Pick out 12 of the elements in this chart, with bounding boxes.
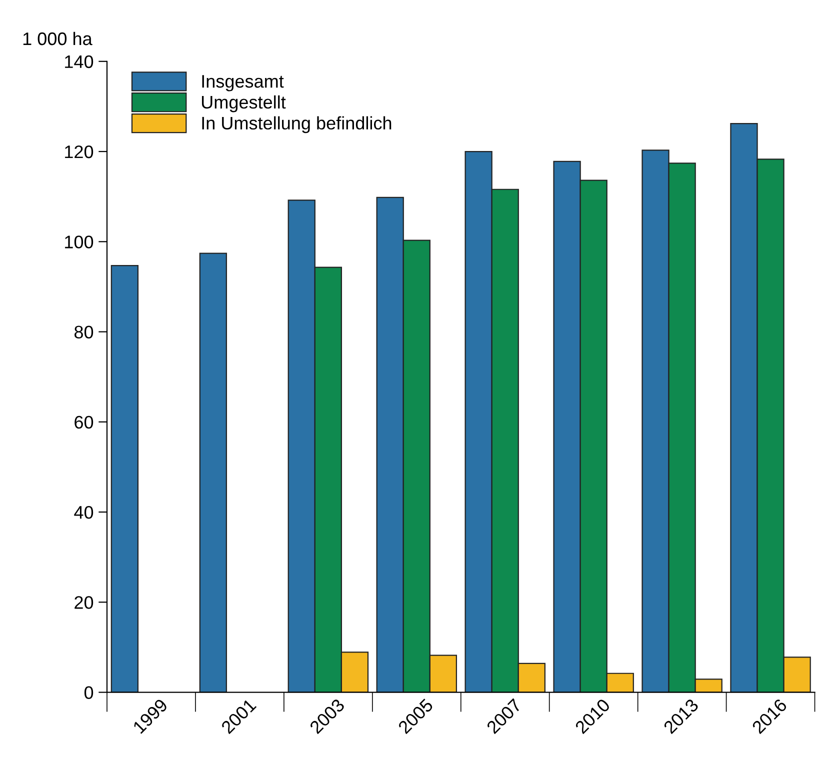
y-tick-label: 40 — [74, 506, 94, 519]
legend-label: Insgesamt — [202, 75, 284, 92]
y-tick-label: 100 — [65, 236, 94, 248]
y-tick-label: 140 — [65, 55, 94, 68]
y-tick-label: 120 — [65, 145, 94, 158]
y-tick-label: 80 — [74, 326, 94, 338]
y-tick-label: 20 — [74, 596, 94, 609]
y-tick-label: 60 — [74, 416, 94, 429]
y-axis-title: 1 000 ha — [23, 32, 92, 46]
y-tick-label: 0 — [84, 686, 94, 700]
legend-label: In Umstellung befindlich — [202, 116, 392, 134]
legend-label: Umgestellt — [202, 95, 286, 112]
